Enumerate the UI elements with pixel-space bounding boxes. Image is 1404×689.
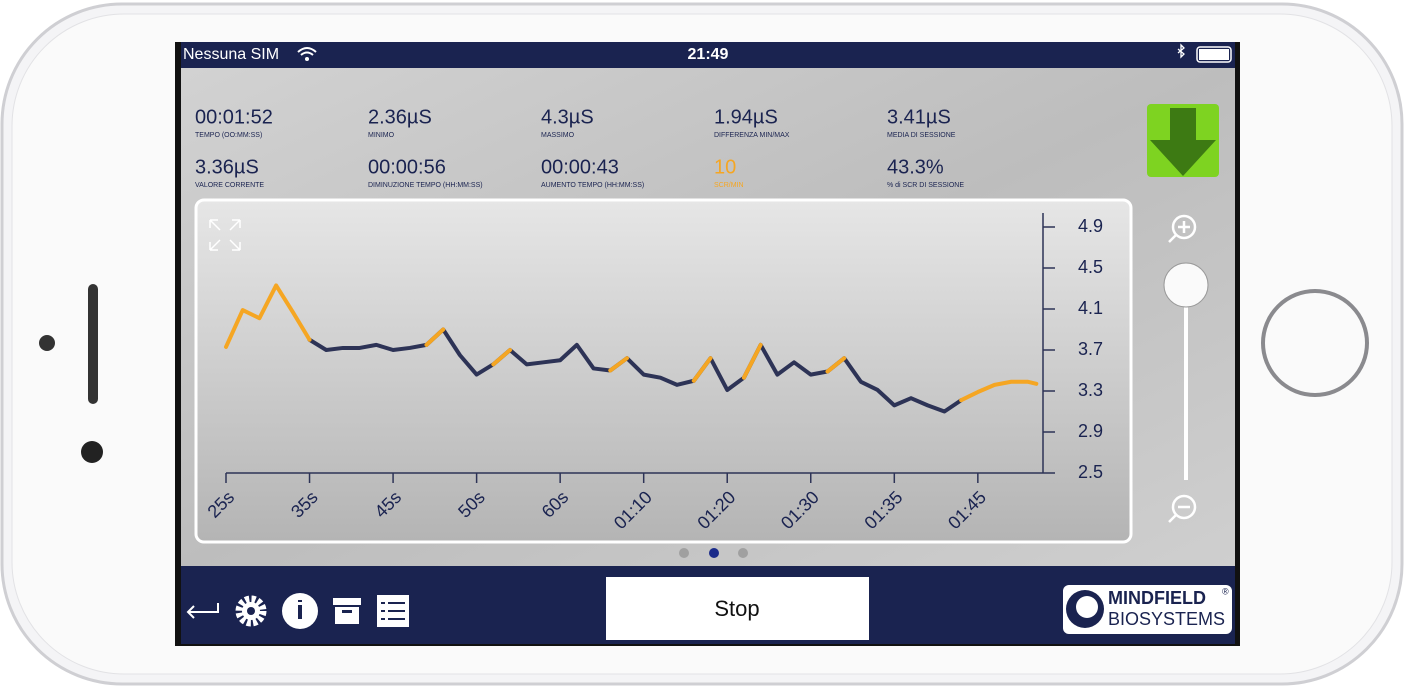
download-arrow (1150, 108, 1216, 176)
y-tick-label: 2.5 (1078, 462, 1103, 482)
settings-icon[interactable] (235, 595, 267, 627)
expand-icon[interactable] (209, 219, 241, 251)
y-tick-label: 3.3 (1078, 380, 1103, 400)
stat-label: VALORE CORRENTE (195, 182, 264, 189)
signal-line (224, 283, 1039, 403)
page-dot[interactable] (679, 548, 689, 558)
stat-value: 2.36µS (368, 106, 432, 128)
page-dot-active[interactable] (709, 548, 719, 558)
logo-bottom: BIOSYSTEMS (1108, 609, 1225, 629)
stat-value: 00:01:52 (195, 106, 273, 128)
stat-label: MASSIMO (541, 132, 575, 139)
battery (1196, 46, 1232, 63)
stat-value: 00:00:43 (541, 156, 619, 178)
stat-label: TEMPO (OO:MM:SS) (195, 132, 262, 139)
status-bar (181, 42, 1235, 68)
settings-hole (247, 607, 255, 615)
bluetooth-icon (1177, 43, 1185, 59)
speaker (88, 284, 98, 404)
stat-label: SCR/MIN (714, 182, 744, 189)
zoom-knob[interactable] (1163, 262, 1209, 308)
archive-box (335, 607, 359, 624)
camera (81, 441, 103, 463)
stat-value: 1.94µS (714, 106, 778, 128)
wifi-dot (305, 57, 309, 61)
stat-value: 4.3µS (541, 106, 594, 128)
y-tick-label: 3.7 (1078, 339, 1103, 359)
stop-button[interactable] (606, 577, 869, 640)
stat-value: 3.41µS (887, 106, 951, 128)
sensor (39, 335, 55, 351)
stat-label: MEDIA DI SESSIONE (887, 132, 956, 139)
home-button[interactable] (1261, 289, 1369, 397)
stat-value: 00:00:56 (368, 156, 446, 178)
back-icon[interactable] (186, 603, 219, 619)
zoom-out[interactable] (1171, 494, 1197, 520)
logo-head-inner (1076, 596, 1098, 618)
y-tick-label: 4.9 (1078, 216, 1103, 236)
carrier: Nessuna SIM (183, 46, 279, 63)
stat-label: AUMENTO TEMPO (HH:MM:SS) (541, 182, 644, 189)
stop-label[interactable]: Stop (714, 596, 759, 621)
signal-line (307, 327, 964, 414)
stat-label: MINIMO (368, 132, 395, 139)
wifi-icon (297, 47, 317, 56)
zoom-in[interactable] (1171, 214, 1197, 240)
y-tick-label: 4.5 (1078, 257, 1103, 277)
stat-value: 3.36µS (195, 156, 259, 178)
stat-label: % di SCR DI SESSIONE (887, 182, 964, 189)
logo-badge (1063, 585, 1232, 634)
logo-top: MINDFIELD (1108, 588, 1206, 608)
chart-panel (194, 198, 1133, 544)
zoom-in-glyph (1168, 221, 1190, 243)
battery-level (1199, 49, 1229, 60)
clock: 21:49 (688, 46, 729, 63)
y-tick-label: 2.9 (1078, 421, 1103, 441)
logo-mark: ® (1222, 586, 1229, 596)
stat-label: DIMINUZIONE TEMPO (HH:MM:SS) (368, 182, 483, 189)
y-tick-label: 4.1 (1078, 298, 1103, 318)
archive-handle (342, 610, 352, 613)
stat-label: DIFFERENZA MIN/MAX (714, 132, 790, 139)
stat-value: 43.3% (887, 156, 944, 178)
page-dot[interactable] (738, 548, 748, 558)
archive-icon[interactable] (333, 598, 361, 605)
list-glyph (381, 602, 405, 620)
zoom-out-glyph (1168, 505, 1190, 523)
stat-value: 10 (714, 156, 736, 178)
